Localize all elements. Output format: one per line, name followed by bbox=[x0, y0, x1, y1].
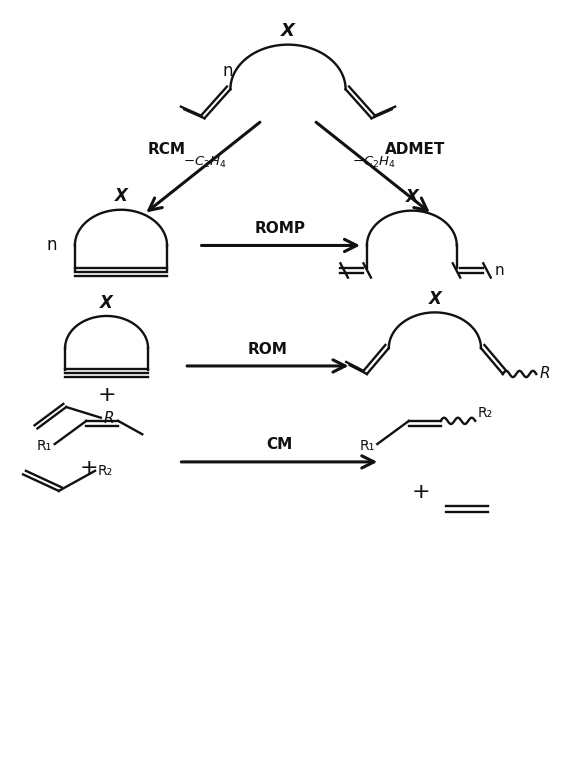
Text: X: X bbox=[406, 188, 418, 206]
Text: R: R bbox=[104, 411, 114, 426]
Text: ROM: ROM bbox=[248, 342, 288, 357]
Text: R₁: R₁ bbox=[359, 439, 374, 453]
Text: n: n bbox=[494, 262, 504, 277]
Text: R₁: R₁ bbox=[37, 439, 52, 453]
Text: X: X bbox=[429, 290, 441, 308]
Text: $-C_2H_4$: $-C_2H_4$ bbox=[183, 155, 226, 170]
Text: +: + bbox=[97, 385, 116, 405]
Text: +: + bbox=[411, 482, 430, 502]
Text: R: R bbox=[539, 366, 550, 380]
Text: X: X bbox=[115, 187, 127, 205]
Text: ROMP: ROMP bbox=[255, 221, 306, 236]
Text: CM: CM bbox=[266, 437, 293, 452]
Text: R₂: R₂ bbox=[98, 464, 113, 478]
Text: n: n bbox=[222, 62, 233, 80]
Text: ADMET: ADMET bbox=[385, 142, 445, 157]
Text: n: n bbox=[47, 237, 57, 255]
Text: R₂: R₂ bbox=[478, 406, 493, 420]
Text: $-C_2H_4$: $-C_2H_4$ bbox=[353, 155, 396, 170]
Text: RCM: RCM bbox=[148, 142, 186, 157]
Text: X: X bbox=[281, 22, 295, 40]
Text: X: X bbox=[100, 294, 113, 312]
Text: +: + bbox=[80, 458, 98, 478]
